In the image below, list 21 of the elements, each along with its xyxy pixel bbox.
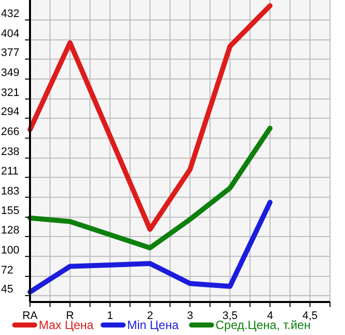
x-tick-label: 4,5	[302, 310, 318, 322]
y-tick-label: 404	[1, 28, 20, 40]
x-tick-label: RA	[22, 310, 38, 322]
y-tick-label: 72	[1, 264, 14, 276]
y-tick-label: 321	[1, 87, 20, 100]
y-tick-label: 155	[1, 205, 20, 218]
y-tick-label: 128	[1, 224, 20, 236]
y-tick-label: 45	[1, 284, 14, 296]
y-tick-label: 238	[1, 146, 20, 158]
x-tick-label: 1	[106, 310, 114, 322]
y-tick-label: 183	[1, 185, 20, 198]
x-tick-label: 3,5	[222, 310, 238, 322]
y-tick-label: 377	[1, 47, 20, 60]
x-tick-label: 4	[266, 310, 274, 322]
y-tick-label: 294	[1, 106, 20, 118]
y-tick-label: 100	[1, 244, 20, 256]
y-tick-label: 266	[1, 126, 20, 138]
y-tick-label: 211	[1, 165, 19, 178]
y-tick-label: 349	[1, 67, 20, 80]
x-tick-label: 3	[186, 310, 194, 322]
y-tick-label: 432	[1, 8, 20, 20]
